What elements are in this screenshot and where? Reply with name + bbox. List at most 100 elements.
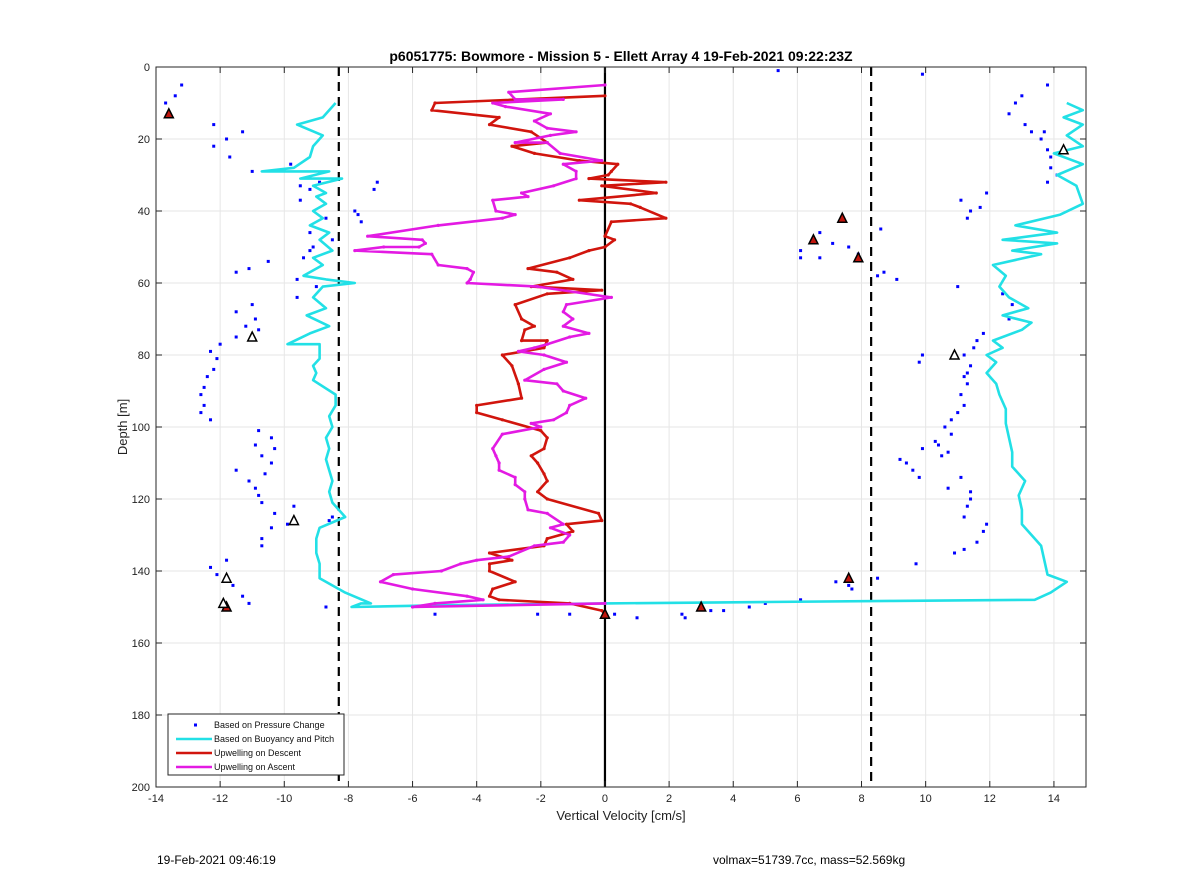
series-point bbox=[545, 342, 549, 346]
pressure-change-point bbox=[260, 544, 264, 548]
pressure-change-point bbox=[981, 529, 985, 533]
pressure-change-point bbox=[680, 612, 684, 616]
series-point bbox=[487, 562, 492, 566]
pressure-change-point bbox=[709, 609, 713, 613]
series-point bbox=[600, 159, 604, 163]
pressure-change-point bbox=[212, 144, 216, 148]
pressure-change-point bbox=[1029, 130, 1033, 134]
series-point bbox=[548, 112, 553, 116]
pressure-change-point bbox=[953, 551, 957, 555]
pressure-change-point bbox=[876, 274, 880, 278]
series-point bbox=[410, 587, 415, 591]
y-tick-label: 60 bbox=[138, 278, 150, 290]
pressure-change-point bbox=[173, 94, 177, 98]
series-point bbox=[423, 241, 427, 245]
pressure-change-point bbox=[882, 270, 886, 274]
pressure-change-point bbox=[962, 547, 966, 551]
series-point bbox=[532, 346, 537, 350]
pressure-change-point bbox=[244, 324, 248, 328]
chart-title: p6051775: Bowmore - Mission 5 - Ellett A… bbox=[389, 48, 853, 64]
pressure-change-point bbox=[298, 184, 302, 188]
pressure-change-point bbox=[962, 515, 966, 519]
series-point bbox=[603, 245, 607, 249]
series-0 bbox=[164, 69, 1059, 620]
pressure-change-point bbox=[202, 403, 206, 407]
pressure-change-point bbox=[799, 256, 803, 260]
series-point bbox=[568, 335, 572, 339]
pressure-change-point bbox=[202, 385, 206, 389]
pressure-change-point bbox=[308, 231, 312, 235]
pressure-change-point bbox=[241, 130, 245, 134]
pressure-change-point bbox=[314, 285, 318, 289]
series-point bbox=[487, 594, 492, 598]
legend-label: Based on Buoyancy and Pitch bbox=[214, 734, 334, 744]
pressure-change-point bbox=[324, 605, 328, 609]
x-tick-label: -10 bbox=[276, 793, 292, 805]
series-point bbox=[353, 249, 357, 253]
x-tick-label: 2 bbox=[666, 793, 672, 805]
pressure-change-point bbox=[327, 519, 331, 523]
series-point bbox=[519, 396, 524, 400]
series-5 bbox=[217, 143, 1070, 609]
pressure-change-point bbox=[1042, 130, 1046, 134]
series-point bbox=[436, 263, 440, 267]
pressure-change-point bbox=[1023, 123, 1027, 127]
pressure-change-point bbox=[260, 501, 264, 505]
pressure-change-point bbox=[295, 295, 299, 299]
series-point bbox=[536, 490, 540, 494]
pressure-change-point bbox=[324, 216, 328, 220]
series-point bbox=[526, 267, 530, 271]
pressure-change-point bbox=[876, 576, 880, 580]
pressure-change-point bbox=[433, 612, 437, 616]
series-4 bbox=[163, 107, 865, 619]
series-point bbox=[542, 367, 546, 371]
series-point bbox=[577, 198, 581, 202]
pressure-change-point bbox=[298, 198, 302, 202]
series-point bbox=[548, 133, 553, 137]
series-point bbox=[500, 418, 504, 422]
series-point bbox=[609, 295, 613, 299]
pressure-change-point bbox=[799, 249, 803, 253]
series-point bbox=[529, 454, 533, 458]
pressure-change-point bbox=[359, 220, 363, 224]
pressure-change-point bbox=[962, 375, 966, 379]
series-point bbox=[664, 216, 668, 220]
series-point bbox=[555, 382, 559, 386]
series-point bbox=[378, 580, 383, 584]
y-tick-label: 40 bbox=[138, 206, 150, 218]
pressure-change-point bbox=[212, 123, 216, 127]
pressure-change-point bbox=[818, 231, 822, 235]
series-point bbox=[606, 173, 610, 177]
triangle-marker bbox=[852, 251, 865, 263]
x-tick-label: -2 bbox=[536, 793, 546, 805]
y-tick-label: 140 bbox=[132, 566, 150, 578]
series-point bbox=[465, 281, 469, 285]
triangle-marker bbox=[807, 233, 820, 245]
triangle-marker bbox=[948, 348, 961, 360]
y-tick-label: 120 bbox=[132, 494, 150, 506]
pressure-change-point bbox=[1039, 137, 1043, 141]
series-point bbox=[430, 108, 434, 112]
pressure-change-point bbox=[234, 468, 238, 472]
series-point bbox=[532, 119, 537, 123]
series-point bbox=[475, 558, 479, 562]
pressure-change-point bbox=[247, 601, 251, 605]
series-point bbox=[600, 184, 604, 188]
pressure-change-point bbox=[330, 515, 334, 519]
series-point bbox=[545, 292, 549, 296]
pressure-change-point bbox=[831, 241, 835, 245]
pressure-change-point bbox=[969, 209, 973, 213]
series-point bbox=[523, 490, 527, 494]
series-point bbox=[500, 432, 504, 436]
x-tick-label: 0 bbox=[602, 793, 608, 805]
series-point bbox=[487, 569, 492, 573]
series-3 bbox=[353, 83, 613, 609]
pressure-change-point bbox=[218, 342, 222, 346]
series-point bbox=[513, 141, 517, 145]
pressure-change-point bbox=[1001, 292, 1005, 296]
pressure-change-point bbox=[311, 245, 315, 249]
x-tick-label: -8 bbox=[344, 793, 354, 805]
pressure-change-point bbox=[956, 285, 960, 289]
pressure-change-point bbox=[289, 162, 293, 166]
